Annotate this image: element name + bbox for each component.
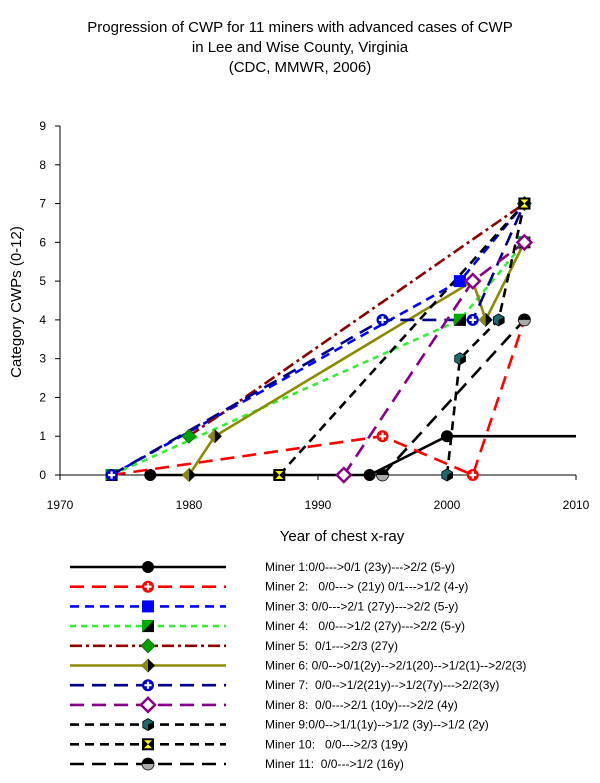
point-marker [142,679,154,692]
legend-entry: Miner 9:0/0-->1/1(1y)-->1/2 (3y)-->1/2 (… [70,718,489,732]
point-marker [140,638,156,654]
point-marker [207,429,222,444]
point-marker [139,696,157,714]
legend-label: Miner 7: 0/0-->1/2(21y)-->1/2(7y)--->2/2… [265,678,499,692]
series-line [110,203,526,477]
y-tick-label: 4 [39,313,46,327]
y-tick-label: 8 [39,158,46,172]
point-marker [142,738,154,751]
legend-entry: Miner 4: 0/0--->1/2 (27y)--->2/2 (5-y) [70,619,465,633]
point-marker [182,468,196,482]
x-tick-label: 1990 [305,498,332,512]
series-markers [105,195,534,484]
point-marker [454,352,466,366]
point-marker [144,469,157,481]
legend-entry: Miner 6: 0/0-->0/1(2y)-->2/1(20)-->1/2(1… [70,658,526,673]
point-marker [142,620,154,633]
chart-title-line-1: Progression of CWP for 11 miners with ad… [87,19,513,36]
legend-label: Miner 10: 0/0--->2/3 (19y) [265,737,408,751]
y-tick-label: 9 [39,119,46,133]
legend-entry: Miner 11: 0/0--->1/2 (16y) [70,757,404,771]
series-line [111,319,526,477]
chart-title: Progression of CWP for 11 miners with ad… [0,18,600,78]
series-line [381,319,526,476]
legend-label: Miner 4: 0/0--->1/2 (27y)--->2/2 (5-y) [265,619,465,633]
legend-label: Miner 3: 0/0--->2/1 (27y)--->2/2 (5-y) [265,599,458,613]
x-tick-label: 1970 [47,498,74,512]
y-tick-label: 2 [39,390,46,404]
legend-label: Miner 2: 0/0---> (21y) 0/1--->1/2 (4-y) [265,580,468,594]
point-marker [453,275,466,288]
y-tick-label: 1 [39,429,46,443]
series-line [188,202,526,438]
point-marker [441,468,453,482]
legend-label: Miner 6: 0/0-->0/1(2y)-->2/1(20)-->1/2(1… [265,659,526,673]
x-axis-label: Year of chest x-ray [280,528,405,545]
y-tick-label: 5 [39,274,46,288]
series-lines [110,202,576,477]
point-marker [181,428,197,444]
point-marker [478,312,493,327]
y-tick-label: 6 [39,235,46,249]
point-marker [376,313,389,326]
point-marker [376,468,389,482]
y-tick-label: 0 [39,468,46,482]
legend-entry: Miner 1:0/0--->0/1 (23y)--->2/2 (5-y) [70,560,455,574]
legend-label: Miner 5: 0/1--->2/3 (27y) [265,639,398,653]
point-marker [142,718,154,732]
series-line [445,203,526,476]
point-marker [142,580,154,593]
point-marker [105,469,118,481]
point-marker [518,313,531,327]
point-marker [273,469,286,481]
point-marker [335,466,353,484]
legend-entry: Miner 5: 0/1--->2/3 (27y) [70,638,398,654]
point-marker [518,197,531,210]
series-line [342,241,526,476]
chart-title-line-2: in Lee and Wise County, Virginia [191,39,409,56]
legend-label: Miner 8: 0/0--->2/1 (10y)--->2/2 (4y) [265,698,458,712]
y-tick-label: 7 [39,197,46,211]
legend-entry: Miner 2: 0/0---> (21y) 0/1--->1/2 (4-y) [70,580,468,594]
point-marker [142,600,154,613]
legend-label: Miner 9:0/0-->1/1(1y)-->1/2 (3y)-->1/2 (… [265,718,489,732]
series-line [110,202,526,477]
point-marker [466,313,479,326]
legend-label: Miner 1:0/0--->0/1 (23y)--->2/2 (5-y) [265,560,455,574]
legend-entry: Miner 7: 0/0-->1/2(21y)-->1/2(7y)--->2/2… [70,678,499,692]
point-marker [141,757,155,771]
y-tick-label: 3 [39,352,46,366]
point-marker [492,313,505,327]
series-line [150,434,576,477]
x-tick-label: 2000 [434,498,461,512]
chart-title-line-3: (CDC, MMWR, 2006) [228,59,372,76]
x-tick-label: 2010 [563,498,590,512]
chart-legend: Miner 1:0/0--->0/1 (23y)--->2/2 (5-y) Min… [70,560,526,771]
legend-entry: Miner 3: 0/0--->2/1 (27y)--->2/2 (5-y) [70,599,458,613]
point-marker [441,430,453,443]
point-marker [376,430,389,443]
point-marker [466,469,479,481]
x-tick-label: 1980 [176,498,203,512]
point-marker [453,313,466,326]
point-marker [142,561,154,573]
legend-entry: Miner 10: 0/0--->2/3 (19y) [70,737,408,751]
point-marker [141,658,155,673]
legend-entry: Miner 8: 0/0--->2/1 (10y)--->2/2 (4y) [70,696,458,714]
point-marker [363,469,376,481]
plot-axes: 0 1 2 3 4 5 6 7 8 9 1970 1980 1990 2000 2010 [39,119,589,512]
y-axis-label: Category CWPs (0-12) [8,226,25,378]
legend-label: Miner 11: 0/0--->1/2 (16y) [265,757,404,771]
series-line [278,202,526,476]
point-marker [515,233,534,252]
point-marker [464,272,482,290]
